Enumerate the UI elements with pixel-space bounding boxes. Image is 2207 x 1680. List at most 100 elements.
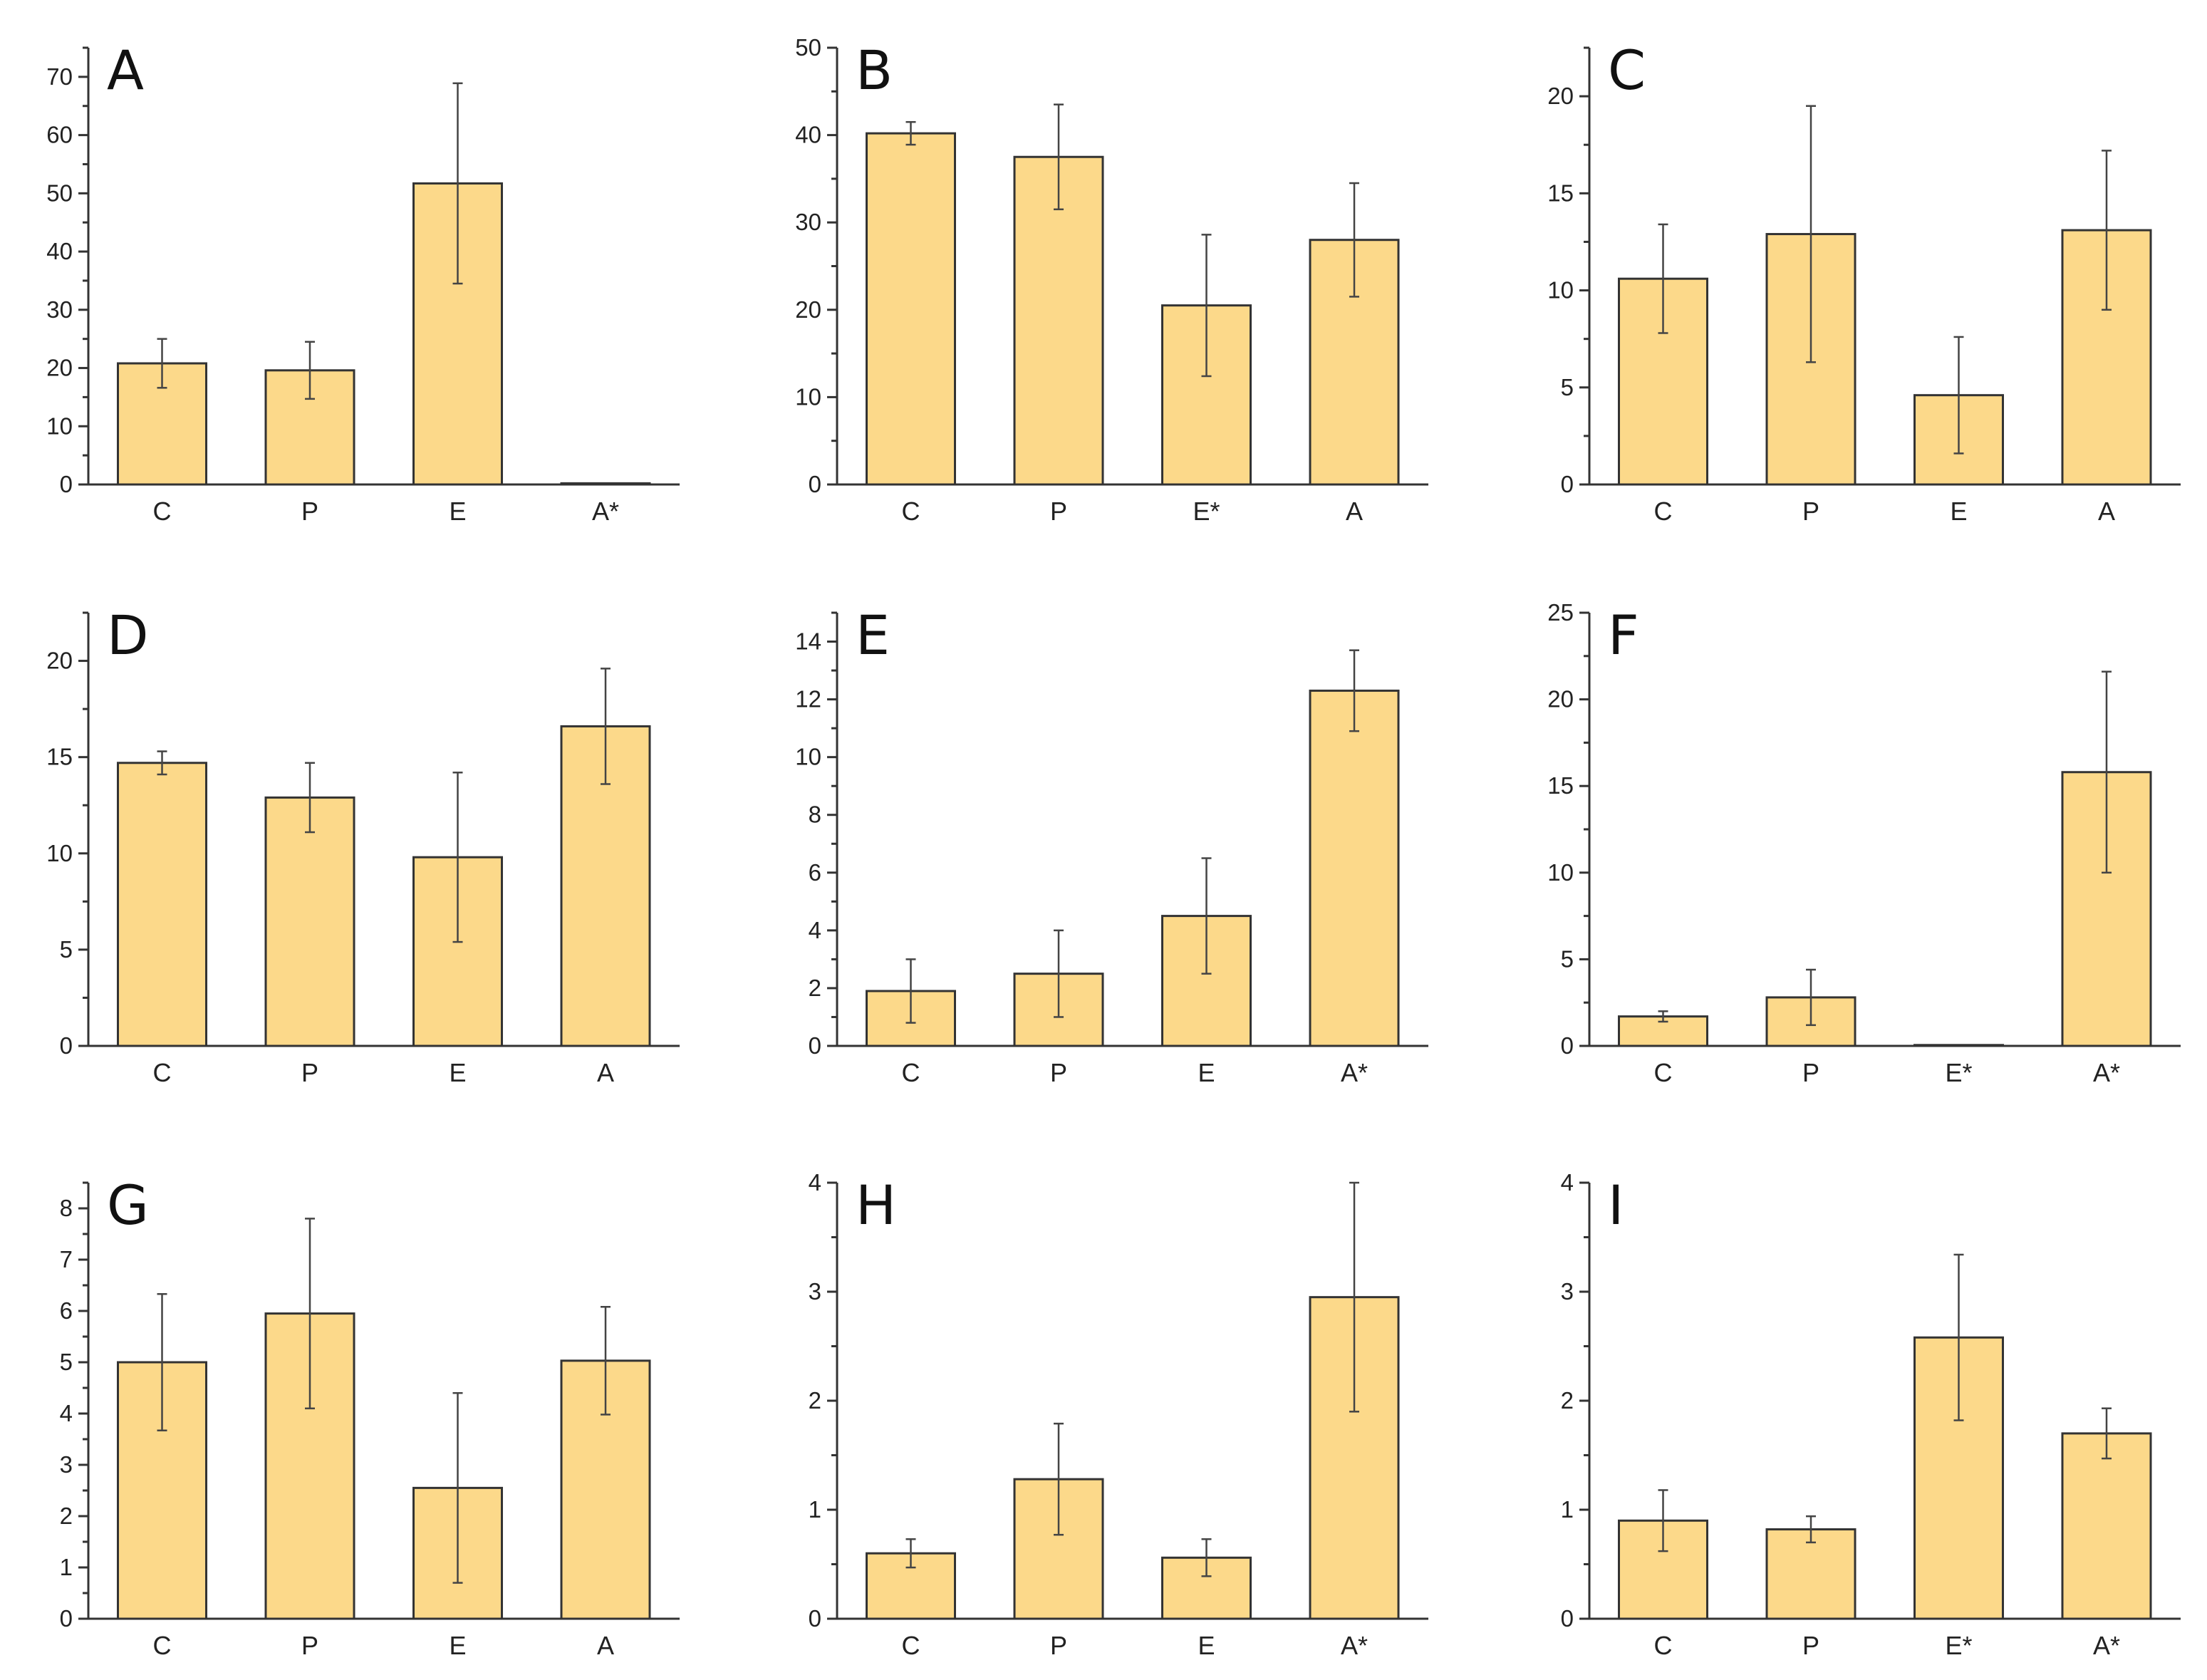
panel-g-y-tick-label: 3 [60, 1451, 73, 1478]
panel-b-x-tick-label: E* [1193, 497, 1220, 526]
panel-a-y-tick-label: 40 [46, 238, 73, 264]
panel-a-x-tick-label: P [301, 497, 318, 526]
panel-a: 0 10 20 30 40 50 60 70 C P E A* A [46, 38, 680, 526]
panel-h-y-tick-label: 3 [809, 1278, 821, 1305]
panel-d-bar-1 [117, 762, 207, 1047]
panel-g-label: G [107, 1173, 149, 1237]
panel-i-error-bar-1 [1658, 1489, 1668, 1552]
panel-a-error-bar-2 [305, 341, 315, 400]
panel-d-y-tick-label: 5 [60, 936, 73, 963]
panel-f-error-bar-4 [2102, 670, 2112, 874]
panel-e-y-tick-label: 8 [809, 802, 821, 828]
panel-h-error-bar-1 [905, 1538, 916, 1569]
panel-e-x-tick-label: C [902, 1058, 920, 1087]
panel-i-x-tick-label: P [1802, 1631, 1819, 1660]
panel-g-y-tick-label: 2 [60, 1503, 73, 1529]
panel-h-x-tick-label: P [1050, 1631, 1067, 1660]
panel-i-label: I [1608, 1173, 1624, 1237]
panel-d-x-tick-label: P [301, 1058, 318, 1087]
panel-b-y-tick-label: 50 [795, 34, 821, 61]
panel-i-error-bar-4 [2102, 1407, 2112, 1460]
panel-i-y-tick-label: 0 [1561, 1605, 1574, 1632]
panel-f-label: F [1608, 603, 1639, 667]
panel-g-error-bar-2 [305, 1218, 315, 1410]
panel-e-label: E [856, 603, 890, 667]
panel-g-error-bar-4 [601, 1305, 611, 1416]
panel-c-error-bar-1 [1658, 223, 1668, 334]
panel-b-x-tick-label: A [1346, 497, 1363, 526]
panel-a-y-tick-label: 20 [46, 355, 73, 381]
panel-b-y-tick-label: 40 [795, 122, 821, 148]
panel-b-y-tick-label: 30 [795, 209, 821, 235]
panel-g-error-bar-3 [452, 1391, 463, 1584]
panel-d-error-bar-2 [305, 762, 315, 834]
panel-i-x-tick-label: E* [1945, 1631, 1972, 1660]
panel-i-y-tick-label: 4 [1561, 1169, 1574, 1196]
panel-f-x-tick-label: P [1802, 1058, 1819, 1087]
panel-d-x-tick-label: C [153, 1058, 172, 1087]
panel-a-x-tick-label: C [153, 497, 172, 526]
panel-f-y-tick-label: 20 [1547, 686, 1574, 712]
panel-i-x-tick-label: C [1654, 1631, 1673, 1660]
panel-i-x-tick-label: A* [2093, 1631, 2120, 1660]
panel-h-label: H [856, 1173, 896, 1237]
panel-h-y-tick-label: 4 [809, 1169, 821, 1196]
panel-a-y-tick-label: 0 [60, 471, 73, 497]
panel-g: 0 1 2 3 4 5 6 7 8 C P E A G [60, 1173, 680, 1660]
panel-e-y-tick-label: 6 [809, 859, 821, 886]
panel-b-bar-2 [1013, 155, 1104, 486]
panel-d-error-bar-4 [601, 668, 611, 785]
panel-h-x-tick-label: A* [1341, 1631, 1368, 1660]
panel-e-error-bar-1 [905, 958, 916, 1024]
panel-f-y-tick-label: 25 [1547, 599, 1574, 626]
panel-c: 0 5 10 15 20 C P E A C [1547, 38, 2181, 526]
panel-e-x-tick-label: A* [1341, 1058, 1368, 1087]
panel-i: 0 1 2 3 4 C P E* A* I [1561, 1169, 2181, 1660]
panel-f-y-tick-label: 15 [1547, 772, 1574, 799]
panel-a-bar-4 [560, 482, 651, 486]
panel-h-error-bar-4 [1349, 1181, 1359, 1413]
panel-b-x-tick-label: P [1050, 497, 1067, 526]
panel-e-y-tick-label: 4 [809, 917, 821, 943]
panel-b-error-bar-3 [1201, 234, 1212, 378]
panel-b-error-bar-2 [1054, 103, 1064, 211]
panel-d-error-bar-3 [452, 772, 463, 943]
panel-a-y-tick-label: 10 [46, 413, 73, 439]
panel-g-x-tick-label: P [301, 1631, 318, 1660]
panel-f-y-tick-label: 10 [1547, 859, 1574, 886]
panel-i-y-tick-label: 2 [1561, 1387, 1574, 1414]
panel-d: 0 5 10 15 20 C P E A D [46, 603, 680, 1087]
panel-a-error-bar-1 [157, 338, 167, 389]
panel-f-error-bar-1 [1658, 1010, 1668, 1023]
panel-d-error-bar-1 [157, 750, 167, 776]
panel-a-y-tick-label: 60 [46, 122, 73, 148]
panel-b-error-bar-4 [1349, 182, 1359, 298]
panel-c-y-tick-label: 5 [1561, 374, 1574, 400]
panel-h-x-tick-label: E [1198, 1631, 1215, 1660]
panel-f-x-tick-label: C [1654, 1058, 1673, 1087]
panel-a-y-tick-label: 70 [46, 63, 73, 90]
panel-e-y-tick-label: 14 [795, 628, 821, 655]
panel-b-y-tick-label: 0 [809, 471, 821, 497]
panel-c-y-tick-label: 10 [1547, 277, 1574, 304]
panel-e-x-tick-label: E [1198, 1058, 1215, 1087]
panel-h: 0 1 2 3 4 C P E A* H [809, 1169, 1428, 1660]
panel-b: 0 10 20 30 40 50 C P E* A B [795, 34, 1428, 526]
panel-d-y-tick-label: 0 [60, 1032, 73, 1059]
panel-g-y-tick-label: 1 [60, 1554, 73, 1580]
panel-g-y-tick-label: 4 [60, 1400, 73, 1426]
panel-e-y-tick-label: 0 [809, 1032, 821, 1059]
panel-i-y-tick-label: 1 [1561, 1496, 1574, 1523]
panel-g-y-tick-label: 8 [60, 1195, 73, 1221]
panel-i-error-bar-3 [1953, 1253, 1964, 1421]
panel-g-bar-2 [264, 1312, 355, 1620]
panel-i-bar-2 [1765, 1528, 1857, 1620]
panel-h-error-bar-3 [1201, 1538, 1212, 1577]
panel-f-bar-3 [1913, 1044, 2004, 1047]
panel-g-y-tick-label: 7 [60, 1246, 73, 1272]
panel-f-x-tick-label: A* [2093, 1058, 2120, 1087]
panel-b-bar-1 [866, 132, 956, 486]
panel-d-bar-2 [264, 796, 355, 1047]
panel-e-y-tick-label: 2 [809, 975, 821, 1001]
